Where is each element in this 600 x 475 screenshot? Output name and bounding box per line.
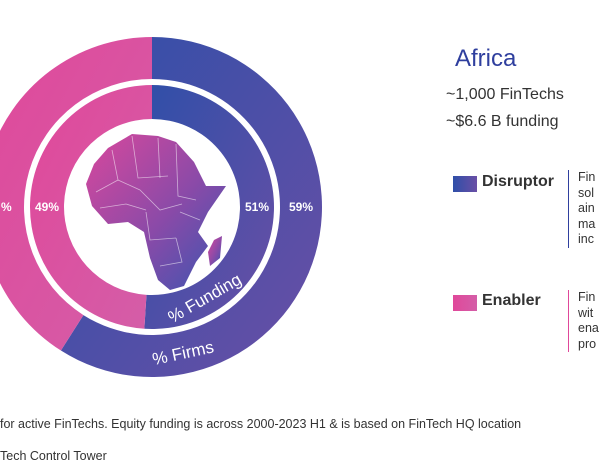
region-title: Africa [455, 45, 517, 72]
arc-funding-enabler [30, 85, 153, 329]
footnote-source: Tech Control Tower [0, 449, 107, 463]
value-label-funding-enabler: 49% [35, 200, 59, 214]
value-label-firms-enabler-clipped: % [1, 200, 12, 214]
arc-funding-disruptor [144, 85, 275, 330]
description-line: wit [578, 305, 594, 320]
enabler-description: Fin wit ena pro [568, 290, 600, 352]
description-line: ma [578, 216, 596, 231]
description-line: sol [578, 185, 594, 200]
value-label-funding-disruptor: 51% [245, 200, 269, 214]
arc-firms-disruptor [60, 37, 322, 377]
arc-firms-enabler [0, 37, 152, 351]
fintech-count: ~1,000 FinTechs [446, 86, 564, 103]
disruptor-description: Fin sol ain ma inc [568, 170, 600, 248]
description-line: pro [578, 336, 597, 351]
value-label-firms-disruptor: 59% [289, 200, 313, 214]
enabler-label: Enabler [482, 292, 541, 309]
description-line: Fin [578, 170, 596, 184]
description-line: Fin [578, 290, 596, 304]
africa-map-icon [86, 134, 226, 290]
enabler-swatch [453, 295, 477, 311]
description-line: inc [578, 232, 594, 246]
funding-amount: ~$6.6 B funding [446, 113, 559, 130]
footnote-methodology: for active FinTechs. Equity funding is a… [0, 417, 522, 431]
description-line: ena [578, 321, 599, 335]
disruptor-swatch [453, 176, 477, 192]
description-line: ain [578, 201, 595, 215]
disruptor-label: Disruptor [482, 173, 554, 190]
